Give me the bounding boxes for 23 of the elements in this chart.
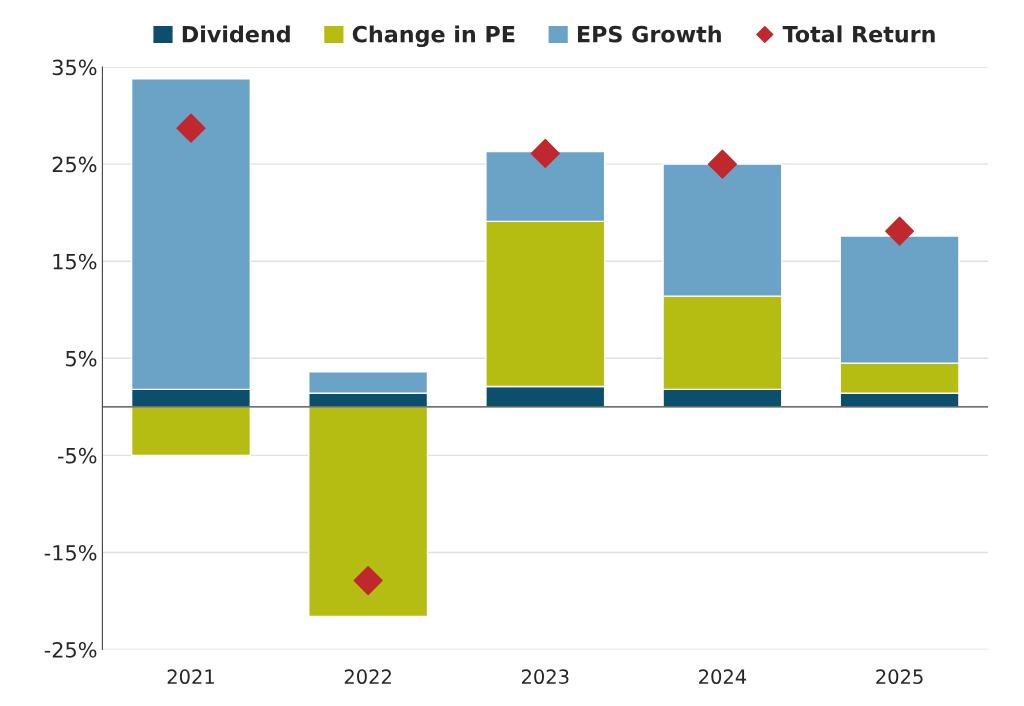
legend-label: Change in PE [352,25,515,48]
y-tick-label: -5% [57,447,97,464]
bar [130,406,252,457]
legend-label: Dividend [182,25,290,43]
point [530,138,560,169]
point [353,566,383,596]
y-tick-label: 15% [53,253,97,270]
x-tick-label: 2024 [699,669,747,685]
y-tick-label: 5% [66,350,97,367]
y-tick-label: 25% [52,156,97,173]
point [707,149,738,179]
y-tick-label: -15% [44,544,97,561]
point [885,216,915,246]
y-tick-label: 35% [52,59,97,76]
y-tick-label: -25% [44,641,97,658]
bar [308,406,429,618]
x-tick-label: 2022 [344,669,391,685]
x-tick-label: 2021 [167,669,214,685]
x-tick-label: 2025 [876,669,923,685]
legend-label: Total Return [782,25,935,43]
point [176,113,206,143]
legend-label: EPS Growth [577,25,721,43]
x-tick-label: 2023 [521,669,569,685]
